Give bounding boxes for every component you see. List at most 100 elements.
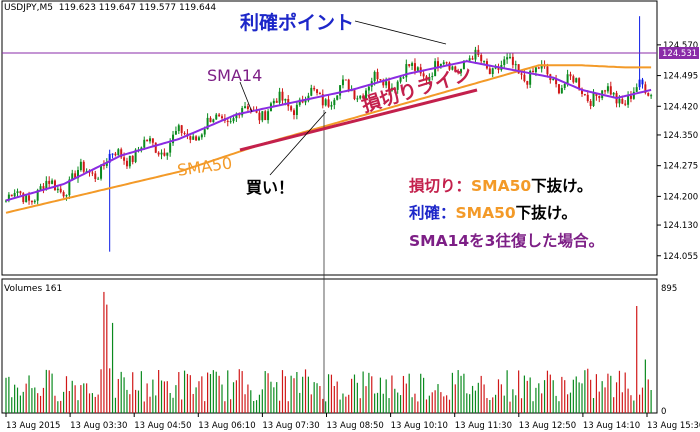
candle bbox=[575, 77, 578, 83]
candle bbox=[477, 45, 480, 57]
candle bbox=[604, 89, 607, 95]
candle bbox=[376, 68, 379, 83]
rule-stoploss: 損切り：SMA50下抜け。 bbox=[409, 174, 592, 196]
rule-stoploss-sma: SMA50 bbox=[471, 177, 532, 195]
current-price-badge bbox=[659, 47, 699, 59]
price-tick-label: 124.350 bbox=[663, 131, 698, 141]
price-tick-label: 124.570 bbox=[663, 41, 698, 51]
symbol-info: USDJPY,M5 119.623 119.647 119.577 119.64… bbox=[4, 3, 216, 13]
candle bbox=[431, 72, 434, 81]
candle bbox=[125, 157, 128, 169]
rikaku-point-annotation: 利確ポイント bbox=[240, 12, 355, 34]
candle bbox=[408, 64, 411, 68]
candle bbox=[627, 91, 630, 108]
volume-tick-label: 895 bbox=[661, 284, 677, 294]
ohlc-values: 119.623 119.647 119.577 119.644 bbox=[58, 3, 217, 13]
candle bbox=[166, 152, 169, 160]
candle bbox=[390, 83, 393, 92]
candle bbox=[379, 79, 382, 81]
candle bbox=[316, 88, 319, 96]
candle bbox=[157, 151, 160, 157]
current-price-label: 124.531 bbox=[662, 49, 697, 59]
candle bbox=[154, 142, 157, 154]
time-tick-label: 13 Aug 11:30 bbox=[455, 421, 512, 431]
candle bbox=[402, 76, 405, 79]
candle bbox=[295, 101, 298, 120]
candle bbox=[488, 66, 491, 75]
candle bbox=[246, 103, 249, 112]
sonkiri-trendline bbox=[239, 88, 478, 152]
rule-stoploss-tail: 下抜け。 bbox=[531, 177, 593, 195]
candle bbox=[497, 63, 500, 74]
candle bbox=[120, 147, 123, 160]
candle bbox=[451, 65, 454, 71]
candle bbox=[330, 101, 333, 110]
candle bbox=[356, 95, 359, 103]
candle bbox=[114, 151, 117, 157]
candle bbox=[321, 89, 324, 109]
time-tick-label: 13 Aug 07:30 bbox=[262, 421, 319, 431]
price-tick-label: 124.420 bbox=[663, 102, 698, 112]
candle bbox=[244, 101, 247, 109]
candle bbox=[589, 99, 592, 110]
sma14-pointer-line bbox=[239, 81, 253, 113]
candle bbox=[445, 61, 448, 65]
rule-sma14-cross: SMA14を3往復した場合。 bbox=[409, 232, 604, 250]
candle bbox=[572, 74, 575, 84]
rule-takeprofit-label: 利確： bbox=[409, 204, 456, 222]
rikaku-pointer-line bbox=[354, 20, 447, 45]
candle bbox=[437, 57, 439, 72]
buy-annotation: 買い！ bbox=[246, 178, 295, 197]
candle bbox=[10, 194, 13, 197]
candle bbox=[393, 86, 396, 94]
candle bbox=[281, 88, 284, 105]
candle bbox=[491, 67, 494, 78]
candle bbox=[624, 100, 627, 107]
candle bbox=[457, 68, 460, 75]
candle bbox=[278, 87, 281, 105]
candle bbox=[229, 117, 232, 124]
candle bbox=[511, 52, 514, 69]
candle bbox=[97, 176, 100, 180]
volume-indicator-label: Volumes 161 bbox=[4, 284, 63, 294]
price-tick-label: 124.495 bbox=[663, 72, 698, 82]
candle bbox=[183, 131, 186, 136]
candle bbox=[192, 132, 195, 140]
candle bbox=[454, 65, 457, 73]
candle bbox=[290, 105, 293, 112]
candle bbox=[298, 97, 301, 107]
candle bbox=[537, 66, 540, 70]
candle bbox=[405, 59, 408, 82]
time-tick-label: 13 Aug 04:50 bbox=[134, 421, 191, 431]
candle bbox=[635, 83, 638, 92]
candle bbox=[163, 148, 166, 157]
candle bbox=[221, 114, 223, 120]
candle bbox=[399, 75, 402, 84]
candle bbox=[258, 110, 261, 124]
candle bbox=[261, 110, 264, 123]
candle bbox=[19, 190, 22, 196]
candle bbox=[359, 95, 362, 100]
candle bbox=[212, 118, 215, 123]
candle bbox=[336, 95, 339, 101]
candle bbox=[629, 91, 632, 103]
candle bbox=[324, 98, 327, 107]
candle bbox=[215, 112, 218, 120]
sma14-annotation: SMA14 bbox=[207, 66, 263, 85]
candle bbox=[146, 139, 149, 142]
candle bbox=[62, 190, 65, 198]
candle bbox=[77, 166, 79, 183]
candle bbox=[583, 93, 586, 96]
candle bbox=[197, 135, 200, 141]
candle bbox=[650, 93, 653, 99]
candle bbox=[442, 60, 445, 66]
candle bbox=[540, 60, 543, 73]
candle bbox=[327, 94, 330, 108]
volume-bars-group bbox=[5, 291, 652, 413]
candle bbox=[514, 60, 517, 70]
candle bbox=[569, 71, 572, 80]
candle bbox=[517, 64, 520, 74]
candle bbox=[189, 135, 192, 144]
candle bbox=[555, 74, 558, 88]
